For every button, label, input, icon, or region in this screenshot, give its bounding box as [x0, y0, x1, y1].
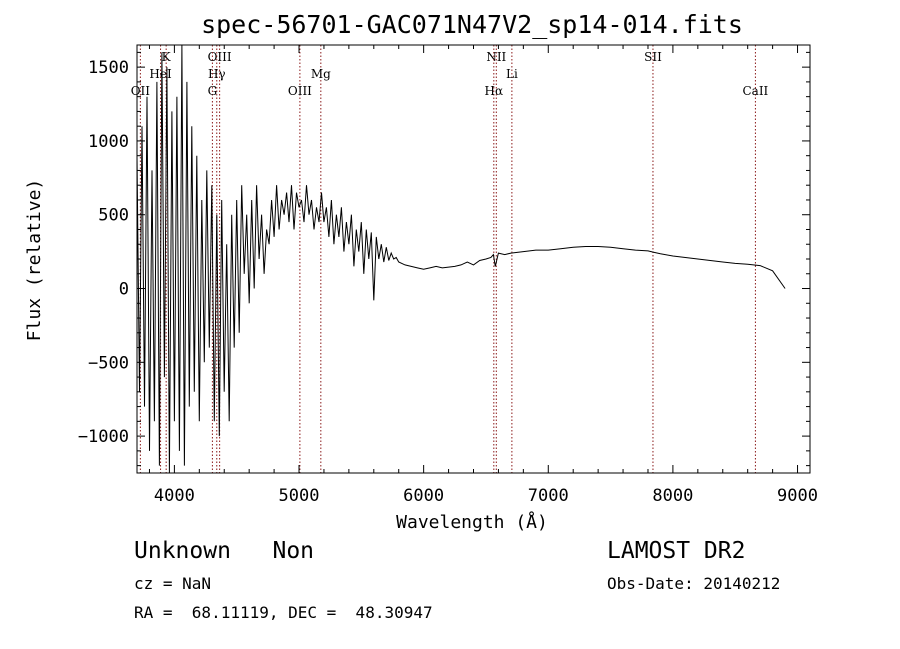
- y-axis-label: Flux (relative): [24, 179, 45, 342]
- x-tick-label: 6000: [403, 486, 444, 506]
- obs-date-text: Obs-Date: 20140212: [607, 574, 781, 593]
- ra-dec-text: RA = 68.11119, DEC = 48.30947: [134, 603, 433, 622]
- y-tick-label: 1500: [88, 58, 129, 78]
- x-axis-label: Wavelength (Å): [396, 511, 548, 533]
- marker-label: K: [162, 50, 172, 64]
- spectrum-chart: spec-56701-GAC071N47V2_sp14-014.fits OII…: [24, 10, 818, 533]
- marker-label: Li: [506, 67, 518, 81]
- chart-title: spec-56701-GAC071N47V2_sp14-014.fits: [201, 10, 743, 39]
- y-tick-label: −500: [88, 353, 129, 373]
- marker-label: HeI: [149, 67, 172, 81]
- marker-label: SII: [644, 50, 662, 64]
- marker-label: Hα: [485, 84, 504, 98]
- y-tick-label: 0: [119, 280, 129, 300]
- redshift-text: cz = NaN: [134, 574, 212, 593]
- marker-label: OIII: [208, 50, 232, 64]
- y-tick-label: 1000: [88, 132, 129, 152]
- y-tick-label: 500: [98, 206, 129, 226]
- x-tick-label: 8000: [652, 486, 693, 506]
- marker-label: Mg: [311, 67, 331, 81]
- marker-label: OII: [131, 84, 151, 98]
- marker-label: G: [208, 84, 218, 98]
- marker-label: CaII: [742, 84, 768, 98]
- spectrum-line: [136, 44, 786, 474]
- survey-label: LAMOST DR2: [607, 538, 746, 564]
- x-tick-label: 9000: [777, 486, 818, 506]
- x-tick-label: 5000: [279, 486, 320, 506]
- y-tick-label: −1000: [78, 427, 129, 447]
- x-tick-label: 4000: [154, 486, 195, 506]
- marker-label: OIII: [288, 84, 312, 98]
- x-tick-label: 7000: [528, 486, 569, 506]
- class-text: Unknown Non: [134, 538, 315, 564]
- marker-label: NII: [486, 50, 506, 64]
- marker-label: Hγ: [208, 67, 226, 81]
- y-axis-ticks: −1000 −500 0 500 1000 1500: [78, 51, 810, 467]
- x-axis-ticks: 4000 5000 6000 7000 8000 9000: [148, 45, 818, 506]
